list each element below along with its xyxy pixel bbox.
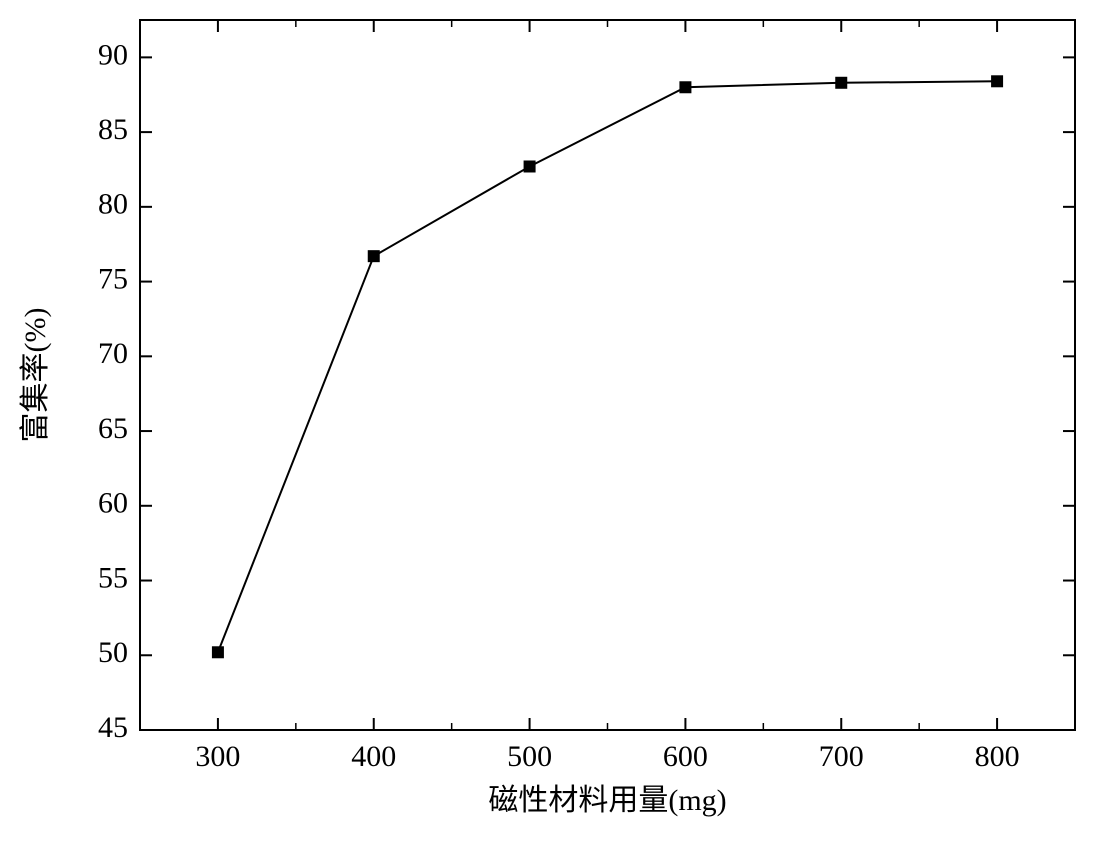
x-tick-label: 300: [195, 740, 240, 773]
y-tick-label: 90: [98, 38, 128, 71]
chart-background: [0, 0, 1100, 843]
data-marker: [679, 81, 691, 93]
y-tick-label: 85: [98, 113, 128, 146]
y-tick-label: 50: [98, 636, 128, 669]
y-tick-label: 75: [98, 262, 128, 295]
data-marker: [368, 250, 380, 262]
x-tick-label: 500: [507, 740, 552, 773]
y-tick-label: 60: [98, 487, 128, 520]
chart-container: 300 400 500 600 700 800 45 50 55 60 65 70 75 80 85 90 磁性…: [0, 0, 1100, 843]
data-marker: [212, 646, 224, 658]
y-tick-label: 45: [98, 711, 128, 744]
y-tick-label: 80: [98, 188, 128, 221]
y-tick-label: 70: [98, 337, 128, 370]
data-marker: [524, 160, 536, 172]
x-tick-label: 700: [819, 740, 864, 773]
y-tick-label: 65: [98, 412, 128, 445]
x-tick-label: 400: [351, 740, 396, 773]
data-marker: [835, 77, 847, 89]
y-axis-title: 富集率(%): [19, 308, 52, 443]
data-marker: [991, 75, 1003, 87]
x-axis-title: 磁性材料用量(mg): [488, 784, 726, 817]
x-tick-label: 600: [663, 740, 708, 773]
y-tick-label: 55: [98, 561, 128, 594]
line-chart: 300 400 500 600 700 800 45 50 55 60 65 70 75 80 85 90 磁性…: [0, 0, 1100, 843]
x-tick-label: 800: [975, 740, 1020, 773]
